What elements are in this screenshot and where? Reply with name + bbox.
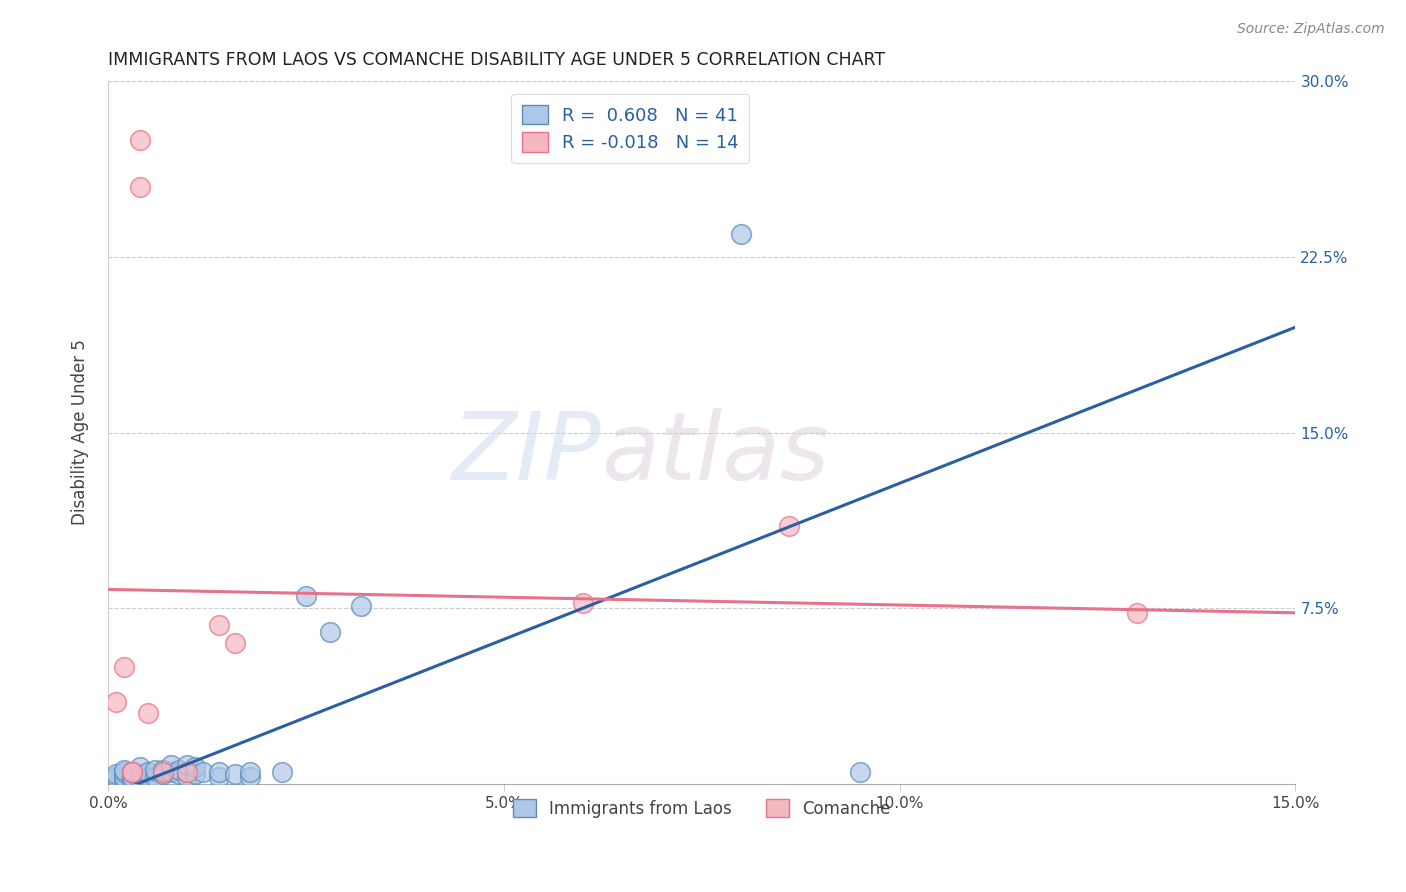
- Point: [239, 765, 262, 780]
- Point: [208, 617, 231, 632]
- Point: [152, 763, 174, 777]
- Point: [152, 765, 174, 780]
- Text: IMMIGRANTS FROM LAOS VS COMANCHE DISABILITY AGE UNDER 5 CORRELATION CHART: IMMIGRANTS FROM LAOS VS COMANCHE DISABIL…: [108, 51, 886, 69]
- Text: ZIP: ZIP: [451, 409, 600, 500]
- Point: [160, 758, 183, 772]
- Point: [121, 774, 143, 789]
- Point: [121, 765, 143, 780]
- Point: [176, 758, 198, 772]
- Point: [121, 765, 143, 780]
- Point: [128, 179, 150, 194]
- Point: [224, 767, 246, 781]
- Point: [152, 767, 174, 781]
- Point: [271, 765, 294, 780]
- Point: [176, 765, 198, 780]
- Point: [104, 767, 127, 781]
- Point: [208, 770, 231, 784]
- Text: atlas: atlas: [600, 409, 830, 500]
- Point: [208, 765, 231, 780]
- Point: [121, 765, 143, 780]
- Point: [136, 706, 159, 721]
- Point: [136, 765, 159, 780]
- Point: [128, 760, 150, 774]
- Point: [112, 770, 135, 784]
- Point: [350, 599, 373, 613]
- Point: [849, 765, 872, 780]
- Point: [112, 763, 135, 777]
- Point: [176, 765, 198, 780]
- Point: [112, 765, 135, 780]
- Y-axis label: Disability Age Under 5: Disability Age Under 5: [72, 340, 89, 525]
- Point: [224, 636, 246, 650]
- Point: [184, 767, 207, 781]
- Point: [167, 767, 190, 781]
- Point: [128, 767, 150, 781]
- Point: [104, 772, 127, 786]
- Point: [112, 774, 135, 789]
- Point: [572, 597, 595, 611]
- Point: [176, 770, 198, 784]
- Point: [104, 774, 127, 789]
- Point: [121, 770, 143, 784]
- Point: [318, 624, 340, 639]
- Text: Source: ZipAtlas.com: Source: ZipAtlas.com: [1237, 22, 1385, 37]
- Point: [136, 770, 159, 784]
- Point: [145, 770, 167, 784]
- Point: [191, 765, 214, 780]
- Point: [112, 659, 135, 673]
- Point: [160, 765, 183, 780]
- Point: [128, 133, 150, 147]
- Point: [104, 695, 127, 709]
- Point: [295, 590, 318, 604]
- Point: [730, 227, 752, 241]
- Point: [167, 763, 190, 777]
- Point: [104, 770, 127, 784]
- Point: [1126, 606, 1149, 620]
- Point: [128, 772, 150, 786]
- Point: [145, 763, 167, 777]
- Point: [184, 760, 207, 774]
- Legend: Immigrants from Laos, Comanche: Immigrants from Laos, Comanche: [506, 793, 897, 824]
- Point: [239, 770, 262, 784]
- Point: [778, 519, 800, 533]
